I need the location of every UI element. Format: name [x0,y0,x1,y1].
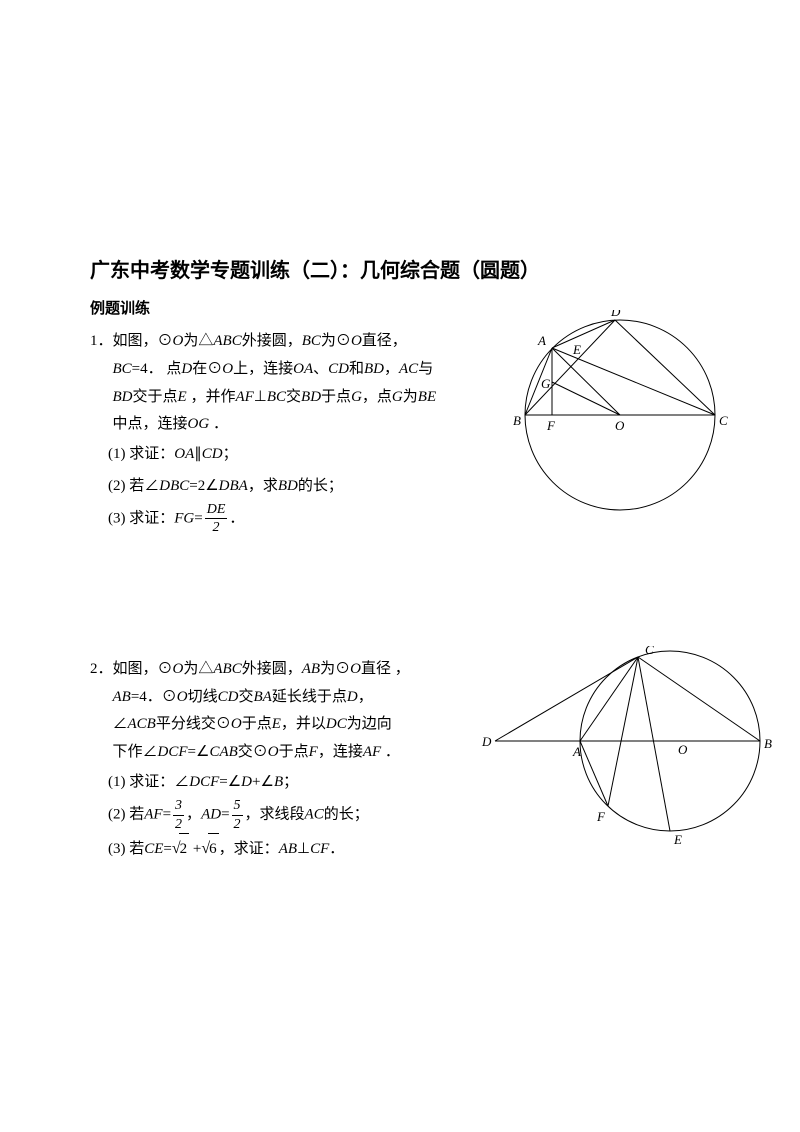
svg-text:D: D [481,734,492,749]
p2-q2: (2) 若AF=32，AD=52，求线段AC的长； [90,798,410,832]
p1-q2: (2) 若∠DBC=2∠DBA，求BD的长； [90,471,440,503]
p2-stem-l3: ∠ACB平分线交⊙O于点E，并以DC为边向 [113,716,392,732]
svg-text:O: O [678,742,688,757]
p2-stem-l1: 如图，⊙O为△ABC外接圆，AB为⊙O直径 [113,661,391,677]
figure-2: A B O C D F E [480,646,780,856]
svg-text:B: B [513,413,521,428]
p1-q1: (1) 求证：OA∥CD； [90,439,440,471]
svg-text:E: E [673,832,682,847]
svg-text:A: A [537,333,546,348]
svg-text:G: G [541,376,551,391]
p1-q3: (3) 求证：FG=DE2． [90,502,440,536]
problem-1: 1．如图，⊙O为△ABC外接圆，BC为⊙O直径，BC=4． 点D在⊙O上，连接O… [90,328,710,536]
p2-q1: (1) 求证：∠DCF=∠D+∠B； [90,767,410,799]
svg-text:B: B [764,736,772,751]
page-title: 广东中考数学专题训练（二）：几何综合题（圆题） [90,254,710,283]
p2-number: 2． [90,661,113,677]
svg-text:E: E [572,342,581,357]
p2-q3: (3) 若CE=2 +6，求证：AB⊥CF． [90,832,410,866]
problem-2: 2．如图，⊙O为△ABC外接圆，AB为⊙O直径 ，AB=4．⊙O切线CD交BA延… [90,656,710,866]
figure-1: B C O A D F G E [490,310,750,520]
p2-stem-l4: 下作∠DCF=∠CAB交⊙O于点F，连接AF [113,744,382,760]
svg-text:F: F [546,418,556,433]
svg-text:C: C [719,413,728,428]
svg-text:F: F [596,809,606,824]
svg-text:O: O [615,418,625,433]
p1-number: 1． [90,333,113,349]
p1-stem-l4: ． [213,416,228,432]
svg-text:A: A [572,744,581,759]
svg-text:D: D [610,310,621,319]
svg-text:C: C [645,646,654,657]
p2-stem-l5: ． [385,744,400,760]
